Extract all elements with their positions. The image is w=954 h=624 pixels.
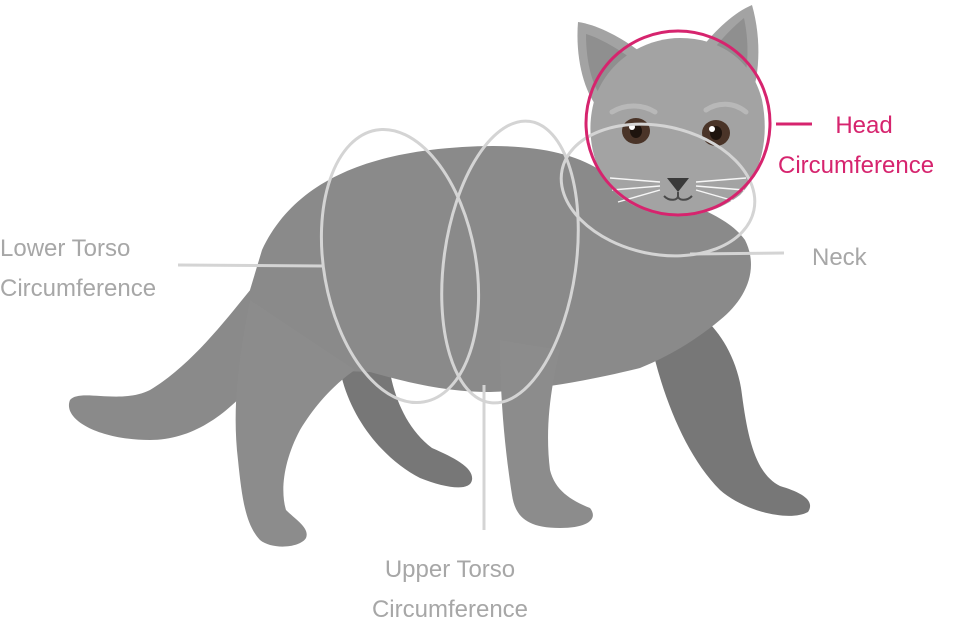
cat-tail (68, 260, 290, 440)
upper-torso-ring (440, 119, 580, 405)
head-label-line1: Head (835, 112, 893, 139)
cat-body (249, 146, 751, 392)
cat-back-leg (235, 300, 355, 547)
neck-label-text: Neck (812, 244, 867, 271)
head-circumference-label: Head Circumference (778, 106, 934, 186)
leader-lines (177, 251, 785, 530)
cat-nose (667, 178, 689, 192)
head-label-line2: Circumference (778, 152, 935, 179)
neck-leader (689, 251, 785, 256)
lower-torso-label-line1: Lower Torso (0, 235, 131, 262)
lower-torso-ring (319, 127, 481, 405)
measurement-rings (319, 119, 757, 405)
upper-torso-label-line1: Upper Torso (384, 556, 516, 583)
lower-torso-leader (177, 263, 325, 268)
head-ring (584, 29, 772, 217)
cat-front-leg (500, 340, 593, 528)
upper-torso-label-line2: Circumference (371, 596, 529, 623)
lower-torso-label: Lower Torso Circumference (0, 229, 156, 309)
upper-torso-label: Upper Torso Circumference (350, 550, 550, 624)
neck-label: Neck (812, 238, 867, 278)
cat-far-legs (340, 315, 811, 516)
neck-ring (559, 122, 757, 258)
cat-mouth (663, 192, 693, 201)
cat-brows (609, 101, 749, 115)
lower-torso-label-line2: Circumference (0, 275, 157, 302)
cat-head (590, 38, 765, 217)
